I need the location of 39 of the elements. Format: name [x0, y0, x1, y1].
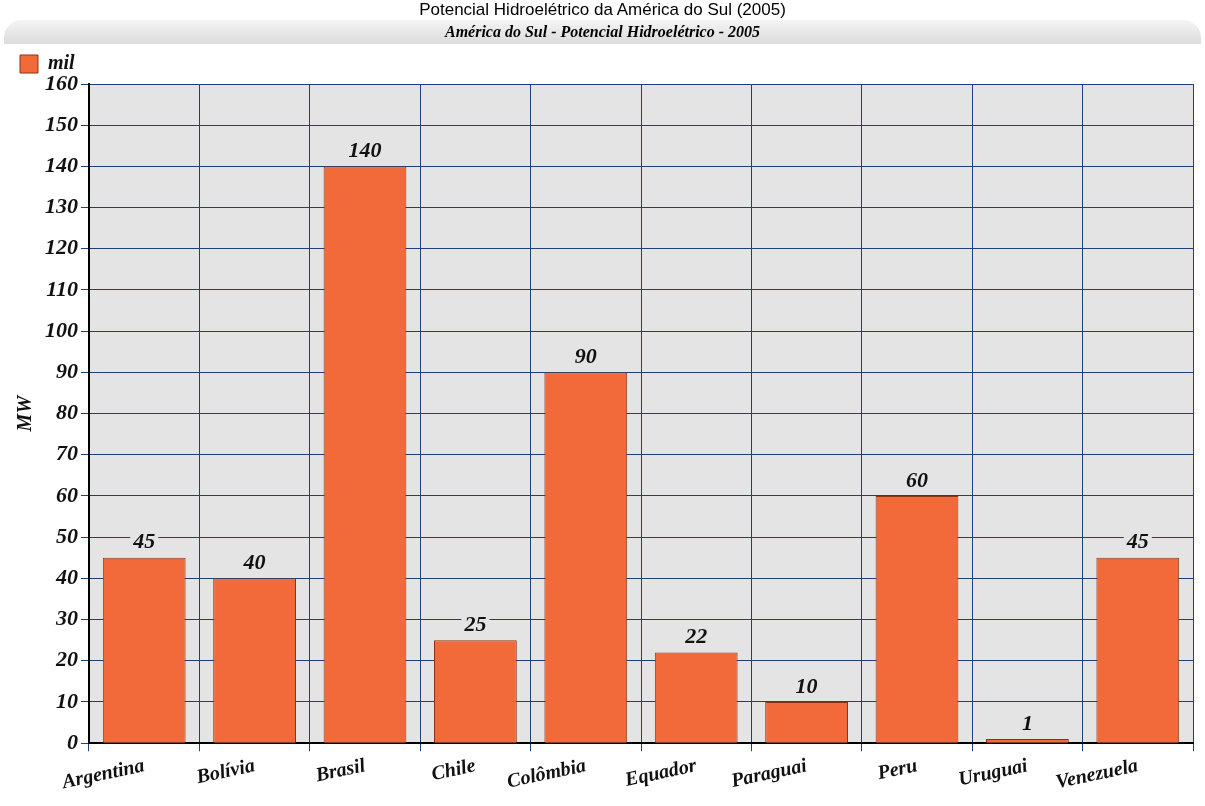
y-tick-label: 100	[45, 316, 78, 342]
data-label: 40	[242, 549, 266, 575]
y-tick-label: 60	[56, 481, 78, 507]
data-label: 10	[795, 672, 818, 698]
data-label: 90	[574, 343, 597, 369]
x-tick-label: Argentina	[58, 753, 147, 794]
data-label: 45	[1125, 528, 1149, 554]
x-tick-label: Colômbia	[504, 753, 588, 792]
chart-subtitle: América do Sul - Potencial Hidroelétrico - 2005	[4, 20, 1201, 44]
data-label: 1	[1021, 709, 1033, 735]
y-tick-label: 70	[56, 440, 78, 466]
x-tick-label: Venezuela	[1053, 753, 1140, 793]
y-tick-label: 20	[55, 646, 78, 672]
y-tick-label: 0	[67, 728, 78, 754]
x-tick-label: Peru	[874, 753, 919, 784]
chart-title: Potencial Hidroelétrico da América do Sul (2005)	[418, 0, 787, 20]
data-label: 45	[132, 528, 156, 554]
data-label: 60	[906, 466, 928, 492]
y-axis-title: MW	[13, 394, 36, 433]
y-tick-label: 40	[55, 564, 78, 590]
x-tick-label: Bolívia	[193, 753, 257, 788]
x-tick-label: Paraguai	[727, 753, 810, 793]
data-label: 140	[348, 137, 382, 163]
y-tick-label: 90	[56, 358, 78, 384]
y-tick-label: 110	[46, 275, 78, 301]
x-tick-label: Brasil	[312, 753, 368, 786]
y-tick-label: 130	[45, 193, 78, 219]
y-tick-label: 140	[45, 152, 78, 178]
x-tick-label: Uruguai	[956, 753, 1030, 791]
y-tick-label: 150	[45, 110, 78, 136]
y-tick-label: 30	[55, 605, 78, 631]
y-tick-label: 80	[56, 399, 78, 425]
x-tick-label: Equador	[621, 753, 699, 792]
x-tick-label: Chile	[429, 753, 478, 785]
y-tick-label: 50	[56, 522, 78, 548]
data-label: 22	[684, 623, 708, 649]
y-tick-label: 10	[56, 687, 78, 713]
y-tick-label: 120	[45, 234, 78, 260]
data-label: 25	[463, 610, 487, 636]
